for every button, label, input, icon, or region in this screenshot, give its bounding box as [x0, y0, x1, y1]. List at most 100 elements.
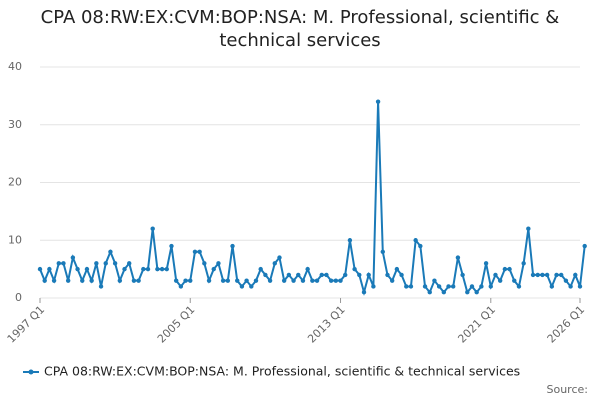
point — [235, 278, 240, 283]
point — [80, 278, 85, 283]
point — [192, 249, 198, 254]
point — [338, 278, 343, 283]
point — [512, 278, 517, 283]
point — [155, 266, 160, 272]
point — [446, 284, 451, 289]
point — [249, 284, 254, 289]
point — [436, 284, 442, 289]
point — [540, 272, 545, 278]
point — [483, 261, 489, 266]
point — [296, 272, 301, 278]
point — [399, 272, 404, 278]
point — [141, 266, 146, 272]
point — [202, 261, 207, 266]
point — [455, 255, 461, 260]
point — [272, 261, 277, 266]
point — [460, 272, 465, 278]
point — [549, 284, 555, 289]
point — [451, 284, 456, 289]
point — [366, 272, 371, 278]
y-tick-label: 10 — [8, 233, 22, 246]
point — [319, 272, 324, 278]
point — [239, 284, 245, 289]
point — [183, 278, 188, 283]
point — [554, 272, 559, 278]
point — [474, 290, 479, 295]
point — [324, 272, 329, 278]
x-tick-label: 1997 Q1 — [5, 303, 48, 346]
point — [479, 284, 484, 289]
point — [136, 278, 141, 283]
point — [94, 261, 99, 266]
point — [385, 272, 390, 278]
point — [61, 261, 66, 266]
point — [286, 272, 292, 278]
point — [164, 266, 169, 272]
point — [206, 278, 212, 283]
point — [300, 278, 306, 283]
point — [559, 272, 564, 278]
y-tick-label: 30 — [8, 118, 22, 131]
point — [56, 261, 61, 266]
legend-marker — [28, 369, 34, 375]
point — [577, 284, 583, 289]
point — [253, 278, 259, 283]
point — [380, 249, 385, 254]
point — [75, 266, 80, 272]
point — [65, 278, 71, 283]
point — [582, 243, 587, 249]
point — [357, 272, 362, 278]
point — [117, 278, 123, 283]
point — [343, 272, 348, 278]
legend-label: CPA 08:RW:EX:CVM:BOP:NSA: M. Professiona… — [44, 364, 520, 379]
point — [314, 278, 320, 283]
point — [47, 266, 52, 272]
point — [347, 238, 353, 243]
point — [127, 261, 132, 266]
point — [328, 278, 334, 283]
point — [418, 243, 423, 249]
point — [216, 261, 221, 266]
point — [150, 226, 155, 231]
point — [427, 290, 432, 295]
point — [112, 261, 118, 266]
point — [465, 290, 470, 295]
point — [413, 238, 418, 243]
point — [42, 278, 47, 283]
point — [521, 261, 526, 266]
point — [371, 284, 376, 289]
point — [333, 278, 339, 283]
point — [469, 284, 475, 289]
point — [211, 266, 216, 272]
x-tick-label: 2013 Q1 — [305, 303, 348, 346]
point — [159, 266, 165, 272]
point — [432, 278, 437, 283]
point — [258, 266, 263, 272]
point — [51, 278, 57, 283]
point — [502, 266, 508, 272]
y-tick-label: 40 — [8, 60, 22, 73]
x-tick-label: 2005 Q1 — [155, 303, 198, 346]
x-tick-label: 2021 Q1 — [455, 303, 498, 346]
point — [225, 278, 231, 283]
point — [108, 249, 113, 254]
point — [389, 278, 395, 283]
point — [173, 278, 179, 283]
point — [178, 284, 184, 289]
point — [277, 255, 282, 260]
point — [568, 284, 573, 289]
point — [361, 290, 367, 295]
point — [197, 249, 202, 254]
point — [220, 278, 226, 283]
point — [103, 261, 108, 266]
point — [441, 290, 447, 295]
point — [84, 266, 90, 272]
point — [352, 266, 357, 272]
point — [375, 99, 381, 104]
point — [98, 284, 104, 289]
point — [70, 255, 76, 260]
point — [89, 278, 94, 283]
point — [145, 266, 151, 272]
point — [516, 284, 522, 289]
source-label: Source: — [547, 383, 589, 396]
